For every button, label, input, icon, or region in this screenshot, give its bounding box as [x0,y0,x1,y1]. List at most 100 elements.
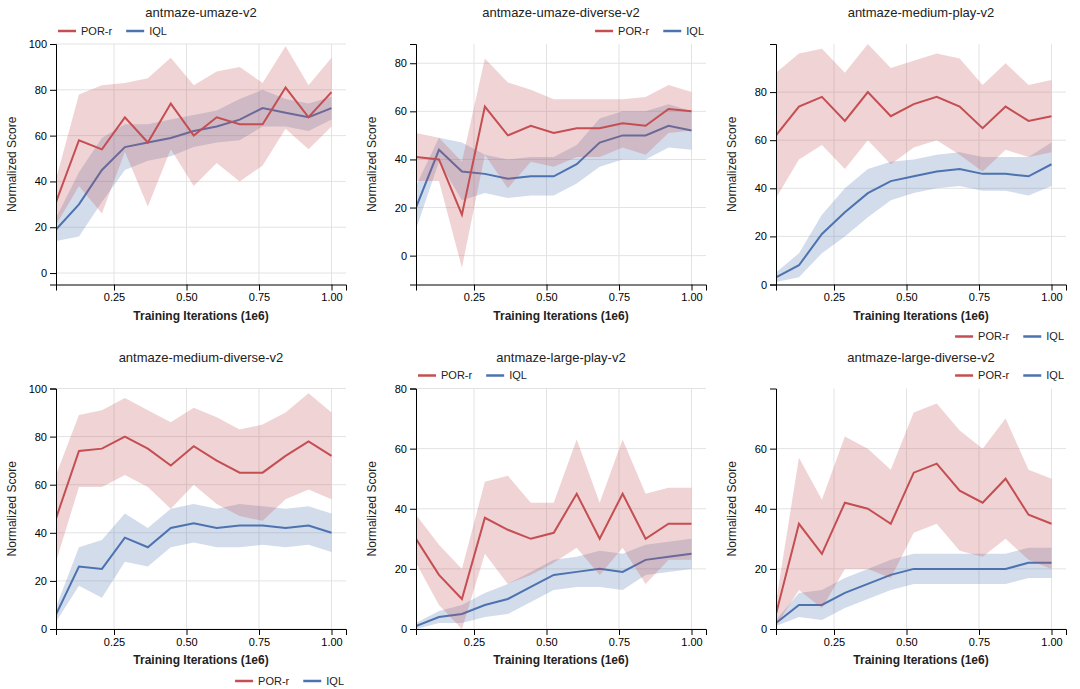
tick-label: 20 [395,202,407,214]
tick: 0.75 [609,285,630,304]
legend-label: IQL [1046,330,1064,342]
legend-item: IQL [126,25,167,37]
tick: 0.75 [609,629,630,648]
tick-label: 0 [761,623,767,635]
tick: 1.00 [321,629,342,648]
tick-label: 60 [755,443,767,455]
legend-swatch [955,374,973,377]
tick-label: 40 [395,503,407,515]
tick-mark [187,629,188,635]
line [56,88,332,203]
legend-swatch [235,680,253,683]
std-band [416,440,692,629]
tick-mark [907,285,908,291]
std-band [776,143,1052,282]
tick-mark [50,273,56,274]
panel: 0.250.500.751.00020406080antmaze-medium-… [725,5,1067,342]
tick-mark [770,509,776,510]
tick-mark [114,629,115,635]
panel: 0.250.500.751.000204060antmaze-large-div… [725,350,1067,668]
axis-line [417,630,707,636]
panel: 0.250.500.751.00020406080100antmaze-umaz… [5,5,347,323]
plot-area: 0.250.500.751.00020406080100 [29,38,347,303]
std-band [56,46,332,225]
legend-swatch [486,374,504,377]
tick-label: 60 [35,130,47,142]
tick: 60 [35,479,56,491]
grid [56,44,346,285]
tick-label: 80 [395,57,407,69]
grid-line [56,227,346,228]
tick: 0 [41,267,56,279]
tick: 80 [35,84,56,96]
x-axis-label: Training Iterations (1e6) [853,309,988,323]
tick-label: 0.75 [609,636,630,648]
tick-mark [410,111,416,112]
tick: 1.00 [1041,629,1062,648]
y-axis: 0204060 [755,389,777,635]
tick-mark [259,285,260,291]
std-band [56,393,332,561]
tick-label: 40 [755,182,767,194]
tick: 0.25 [824,629,845,648]
tick-mark [547,285,548,291]
line [776,92,1052,135]
tick: 0 [761,279,776,291]
tick-label: 0.50 [176,291,197,303]
marks [776,44,1052,282]
axis-line [770,389,777,630]
line [776,164,1052,277]
legend: POR-rIQL [955,330,1064,342]
legend-label: POR-r [81,25,113,37]
grid-line [416,448,706,449]
tick-mark [410,256,416,257]
grid-line [416,388,706,389]
y-axis: 0 20 40 60 80 [755,45,777,291]
axis-line [50,389,57,630]
axis-line [57,630,347,636]
tick-mark [410,509,416,510]
tick-label: 80 [35,84,47,96]
tick: 40 [395,503,416,515]
plot-area: 0.250.500.751.00020406080 [395,383,707,648]
tick: 60 [395,105,416,117]
tick: 40 [35,175,56,187]
tick-label: 60 [755,134,767,146]
tick-mark [114,285,115,291]
legend-swatch [595,30,613,33]
legend: POR-rIQL [595,25,704,37]
tick-mark [50,389,56,390]
grid-line [691,44,692,285]
tick-label: 20 [755,230,767,242]
x-axis: 0.250.500.751.00 [777,629,1067,648]
tick-label: 40 [755,503,767,515]
marks [56,46,332,241]
marks [776,404,1052,626]
grid-line [56,44,346,45]
y-axis: 020406080100 [29,38,57,285]
tick-mark [187,285,188,291]
x-axis: 0.250.500.751.00 [417,629,707,648]
tick-label: 1.00 [321,291,342,303]
tick: 0.50 [176,629,197,648]
tick: 40 [755,182,776,194]
tick: 1.00 [681,285,702,304]
legend: POR-r IQL [58,25,167,37]
axis-line [777,285,1067,291]
tick: 0.25 [464,629,485,648]
tick-label: 0.75 [969,291,990,303]
tick-label: 1.00 [1041,291,1062,303]
tick-label: 0 [761,279,767,291]
tick: 0.75 [969,285,990,304]
x-axis-label: Training Iterations (1e6) [133,653,268,667]
tick-label: 80 [755,86,767,98]
legend-swatch [955,335,973,338]
tick-mark [410,569,416,570]
tick: 0.50 [536,629,557,648]
tick-mark [770,92,776,93]
tick: 40 [755,503,776,515]
legend-swatch [663,30,681,33]
legend-item: IQL [486,369,527,381]
tick-mark [1052,285,1053,291]
tick-mark [474,285,475,291]
